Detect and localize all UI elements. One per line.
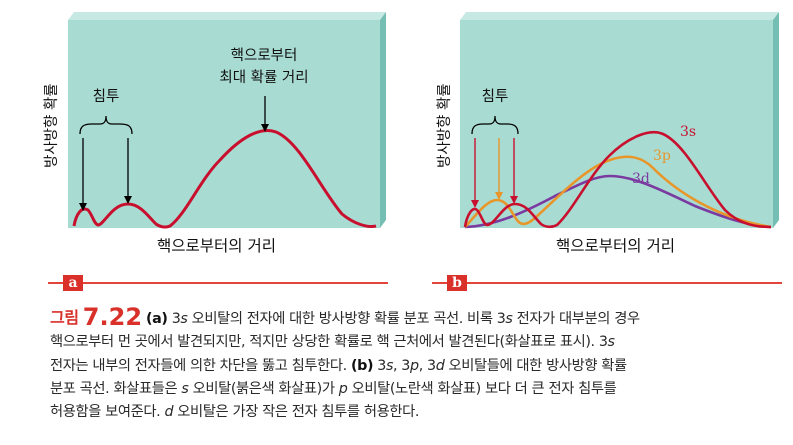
caption-text: 3 <box>373 357 386 374</box>
panel-a-tag-rule <box>48 282 388 284</box>
panel-b-arrowhead-yellow <box>495 192 503 200</box>
caption-italic: s <box>385 357 393 374</box>
caption-text: 분포 곡선. 화살표들은 <box>50 380 182 397</box>
caption-line-4: 분포 곡선. 화살표들은 s 오비탈(붉은색 화살표)가 p 오비탈(노란색 화… <box>50 378 788 401</box>
panel-a-y-axis-label: 방사방향 확률 <box>44 83 60 168</box>
panel-a-arrowhead-max <box>261 124 269 132</box>
caption-panel-b-ref: (b) <box>350 357 374 374</box>
caption-italic: s <box>607 334 615 351</box>
panel-b-penetration-label: 침투 <box>481 89 509 105</box>
caption-line-2: 핵으로부터 먼 곳에서 발견되지만, 적지만 상당한 확률로 핵 근처에서 발견… <box>50 331 788 354</box>
caption-italic: s <box>180 311 188 327</box>
panel-b-3s-curve <box>463 130 772 229</box>
panel-a-3s-curve <box>72 129 377 229</box>
panel-b-x-axis-label: 핵으로부터의 거리 <box>556 237 676 255</box>
panel-a-penetration-label: 침투 <box>92 89 120 105</box>
caption-italic: p <box>410 357 419 374</box>
caption-italic: p <box>338 380 348 397</box>
panel-b-tag: b <box>447 275 467 291</box>
panel-a-arrowhead-1 <box>79 203 87 211</box>
panel-b-3d-curve <box>464 174 772 229</box>
caption-text: 허용함을 보여준다. <box>50 404 165 421</box>
caption-text: , 3 <box>393 357 410 374</box>
panel-a-brace <box>79 115 133 135</box>
panel-b-graphic <box>460 12 779 229</box>
caption-panel-a-ref: (a) <box>146 311 168 327</box>
caption-italic: s <box>505 311 513 327</box>
panel-b-arrowhead-red-2 <box>510 196 518 204</box>
caption-text: 전자가 대부분의 경우 <box>512 311 640 327</box>
panel-a-graphic <box>68 12 386 229</box>
caption-line-5: 허용함을 보여준다. d 오비탈은 가장 작은 전자 침투를 허용한다. <box>50 401 788 424</box>
panel-a-box-top <box>68 12 386 20</box>
panel-b-arrowhead-red-1 <box>471 200 479 208</box>
panel-b-box-side <box>773 12 779 228</box>
figure-panel-b: 방사방향 확률 핵으로부터의 거리 침투 3s 3p 3d b <box>395 0 793 300</box>
caption-text: 전자는 내부의 전자들에 의한 차단을 뚫고 침투한다. <box>50 357 351 374</box>
panel-b-3p-label: 3p <box>653 148 671 164</box>
caption-text: , 3 <box>418 357 436 374</box>
caption-text: 오비탈들에 대한 방사방향 확률 <box>444 357 628 374</box>
panel-a-max-label-line2: 최대 확률 거리 <box>219 70 309 86</box>
panel-a-max-label-line1: 핵으로부터 <box>230 48 298 64</box>
panel-b-y-axis-label: 방사방향 확률 <box>437 83 453 168</box>
panel-a-box-side <box>380 12 386 228</box>
caption-figure-label: 그림 <box>50 308 79 327</box>
panel-b-3p-curve <box>464 155 772 229</box>
caption-line-1: 그림 7.22 (a) 3s 오비탈의 전자에 대한 방사방향 확률 분포 곡선.… <box>50 303 788 331</box>
panel-b-tag-rule <box>432 282 782 284</box>
caption-text: 오비탈은 가장 작은 전자 침투를 허용한다. <box>173 404 419 421</box>
panel-b-3s-label: 3s <box>680 124 697 140</box>
caption-text: 핵으로부터 먼 곳에서 발견되지만, 적지만 상당한 확률로 핵 근처에서 발견… <box>50 334 608 351</box>
figure-panel-a: 방사방향 확률 핵으로부터의 거리 침투 핵으로부터 최대 확률 거리 a <box>0 0 395 300</box>
caption-line-3: 전자는 내부의 전자들에 의한 차단을 뚫고 침투한다. (b) 3s, 3p,… <box>50 355 788 378</box>
caption-text: 오비탈(붉은색 화살표)가 <box>188 380 339 397</box>
panel-a-arrowhead-2 <box>124 196 132 204</box>
caption-italic: d <box>435 357 445 374</box>
caption-figure-number: 7.22 <box>82 303 143 331</box>
panel-a-max-label: 핵으로부터 최대 확률 거리 <box>198 45 330 89</box>
panel-b-3d-label: 3d <box>632 171 650 187</box>
panel-a-x-axis-label: 핵으로부터의 거리 <box>157 237 277 255</box>
panel-b-brace <box>471 115 519 135</box>
figure-caption: 그림 7.22 (a) 3s 오비탈의 전자에 대한 방사방향 확률 분포 곡선.… <box>50 303 788 424</box>
caption-italic: d <box>164 404 174 421</box>
panel-b-box-top <box>460 12 779 20</box>
caption-text: 오비탈의 전자에 대한 방사방향 확률 분포 곡선. 비록 3 <box>187 311 506 327</box>
caption-text: 3 <box>167 311 181 327</box>
panel-a-tag: a <box>63 275 83 291</box>
caption-italic: s <box>181 380 189 397</box>
caption-text: 오비탈(노란색 화살표) 보다 더 큰 전자 침투를 <box>347 380 617 397</box>
